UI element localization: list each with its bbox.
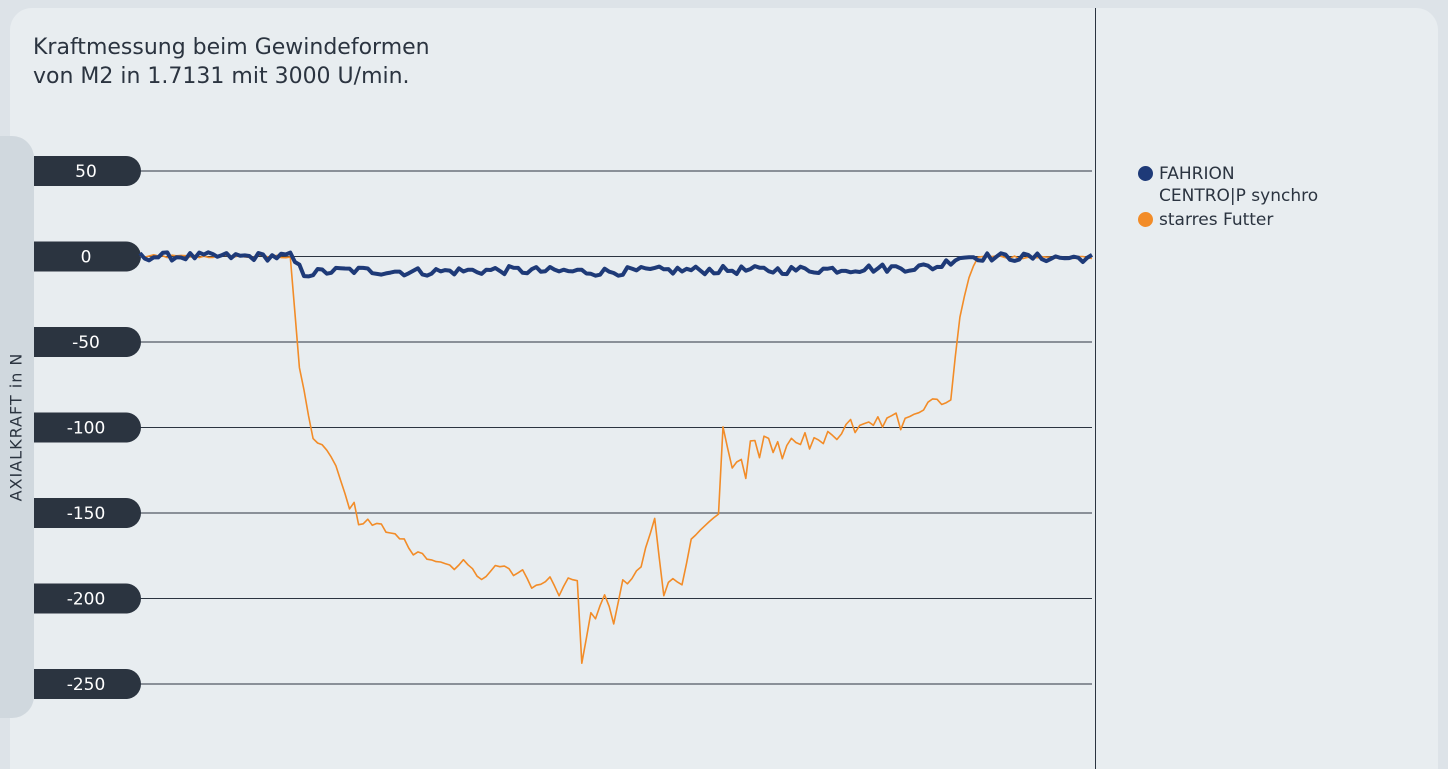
y-tick-label-3: -100: [67, 419, 106, 439]
y-tick-label-1: 0: [81, 248, 92, 268]
chart-panel: [10, 8, 1438, 769]
legend-label-starres-futter: starres Futter: [1159, 210, 1274, 230]
y-tick-pill-1: [34, 241, 142, 272]
y-tick-pill-4: [34, 498, 141, 528]
legend-marker-starres-futter: [1138, 212, 1153, 227]
y-tick-pill-3: [34, 412, 142, 443]
y-tick-label-5: -200: [67, 590, 106, 610]
y-tick-pill-6: [34, 669, 141, 699]
y-tick-label-4: -150: [67, 504, 106, 524]
legend: FAHRION CENTRO|P synchro starres Futter: [1138, 163, 1318, 233]
series-line-starres-futter: [139, 254, 1093, 665]
y-tick-pill-5: [34, 583, 142, 614]
y-tick-label-2: -50: [72, 333, 100, 353]
legend-label-fahrion-line-1: FAHRION: [1159, 164, 1235, 184]
chart-title: Kraftmessung beim Gewindeformen von M2 i…: [33, 33, 430, 91]
y-tick-pill-2: [34, 327, 141, 357]
y-axis-band: [0, 136, 34, 718]
legend-marker-fahrion: [1138, 166, 1153, 181]
chart-title-line-1: Kraftmessung beim Gewindeformen: [33, 35, 430, 60]
legend-item-fahrion: FAHRION CENTRO|P synchro: [1138, 163, 1318, 207]
series-line-fahrion: [138, 250, 1094, 279]
chart-title-line-2: von M2 in 1.7131 mit 3000 U/min.: [33, 64, 410, 89]
y-tick-label-0: 50: [75, 162, 97, 182]
legend-item-starres-futter: starres Futter: [1138, 209, 1318, 231]
y-tick-pill-0: [34, 156, 141, 186]
panel-divider: [1095, 8, 1096, 769]
legend-label-fahrion-line-2: CENTRO|P synchro: [1159, 186, 1319, 206]
y-tick-label-6: -250: [67, 675, 106, 695]
